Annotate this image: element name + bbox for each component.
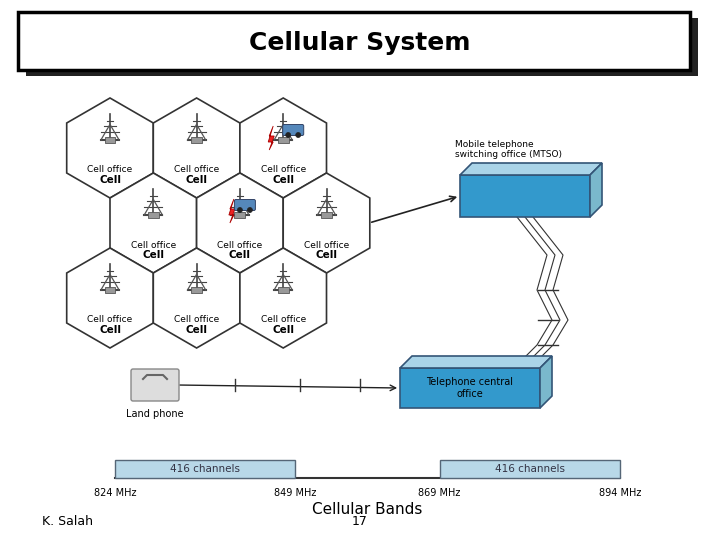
FancyBboxPatch shape bbox=[191, 287, 202, 293]
FancyBboxPatch shape bbox=[278, 137, 289, 143]
Text: Cell: Cell bbox=[229, 250, 251, 260]
FancyBboxPatch shape bbox=[191, 137, 202, 143]
Text: Telephone central
office: Telephone central office bbox=[426, 377, 513, 399]
Text: Cell: Cell bbox=[99, 325, 121, 335]
Text: Cellular Bands: Cellular Bands bbox=[312, 502, 423, 517]
FancyBboxPatch shape bbox=[131, 369, 179, 401]
Circle shape bbox=[248, 207, 253, 213]
FancyBboxPatch shape bbox=[148, 212, 159, 218]
Text: 416 channels: 416 channels bbox=[495, 464, 564, 474]
Polygon shape bbox=[240, 248, 326, 348]
Text: 824 MHz: 824 MHz bbox=[94, 488, 136, 498]
Polygon shape bbox=[229, 199, 235, 223]
Text: Cell office: Cell office bbox=[174, 315, 219, 325]
FancyBboxPatch shape bbox=[115, 460, 295, 478]
Text: K. Salah: K. Salah bbox=[42, 515, 93, 528]
Polygon shape bbox=[240, 98, 326, 198]
Text: 894 MHz: 894 MHz bbox=[599, 488, 642, 498]
Text: 17: 17 bbox=[352, 515, 368, 528]
Polygon shape bbox=[153, 98, 240, 198]
Circle shape bbox=[238, 207, 243, 213]
Polygon shape bbox=[283, 173, 370, 273]
Text: 416 channels: 416 channels bbox=[170, 464, 240, 474]
FancyBboxPatch shape bbox=[104, 137, 115, 143]
Polygon shape bbox=[269, 126, 274, 150]
FancyBboxPatch shape bbox=[440, 460, 620, 478]
Polygon shape bbox=[460, 163, 602, 175]
FancyBboxPatch shape bbox=[400, 368, 540, 408]
Text: Cell: Cell bbox=[272, 175, 294, 185]
Circle shape bbox=[296, 132, 301, 138]
Text: Cell office: Cell office bbox=[87, 165, 132, 174]
FancyBboxPatch shape bbox=[460, 175, 590, 217]
Polygon shape bbox=[67, 98, 153, 198]
Polygon shape bbox=[67, 248, 153, 348]
Text: Cell: Cell bbox=[99, 175, 121, 185]
Text: Cell: Cell bbox=[186, 175, 207, 185]
Text: Cell: Cell bbox=[315, 250, 338, 260]
FancyBboxPatch shape bbox=[26, 18, 698, 76]
FancyBboxPatch shape bbox=[321, 212, 332, 218]
Polygon shape bbox=[400, 356, 552, 368]
Text: Cell office: Cell office bbox=[304, 240, 349, 249]
Text: Mobile telephone
switching office (MTSO): Mobile telephone switching office (MTSO) bbox=[455, 140, 562, 159]
FancyBboxPatch shape bbox=[283, 125, 304, 136]
Text: Cell office: Cell office bbox=[217, 240, 263, 249]
Text: Cellular System: Cellular System bbox=[249, 31, 471, 55]
Polygon shape bbox=[153, 248, 240, 348]
Polygon shape bbox=[110, 173, 197, 273]
Text: Cell office: Cell office bbox=[174, 165, 219, 174]
Polygon shape bbox=[590, 163, 602, 217]
Text: 849 MHz: 849 MHz bbox=[274, 488, 317, 498]
Polygon shape bbox=[197, 173, 283, 273]
FancyBboxPatch shape bbox=[18, 12, 690, 70]
Text: Cell office: Cell office bbox=[261, 315, 306, 325]
Text: Cell: Cell bbox=[186, 325, 207, 335]
Text: Cell office: Cell office bbox=[87, 315, 132, 325]
FancyBboxPatch shape bbox=[278, 287, 289, 293]
FancyBboxPatch shape bbox=[104, 287, 115, 293]
FancyBboxPatch shape bbox=[235, 212, 246, 218]
FancyBboxPatch shape bbox=[235, 199, 256, 211]
Text: Cell office: Cell office bbox=[130, 240, 176, 249]
Text: 869 MHz: 869 MHz bbox=[418, 488, 461, 498]
Text: Cell office: Cell office bbox=[261, 165, 306, 174]
Text: Cell: Cell bbox=[272, 325, 294, 335]
Text: Cell: Cell bbox=[143, 250, 164, 260]
Text: Land phone: Land phone bbox=[126, 409, 184, 419]
Circle shape bbox=[286, 132, 291, 138]
Polygon shape bbox=[540, 356, 552, 408]
